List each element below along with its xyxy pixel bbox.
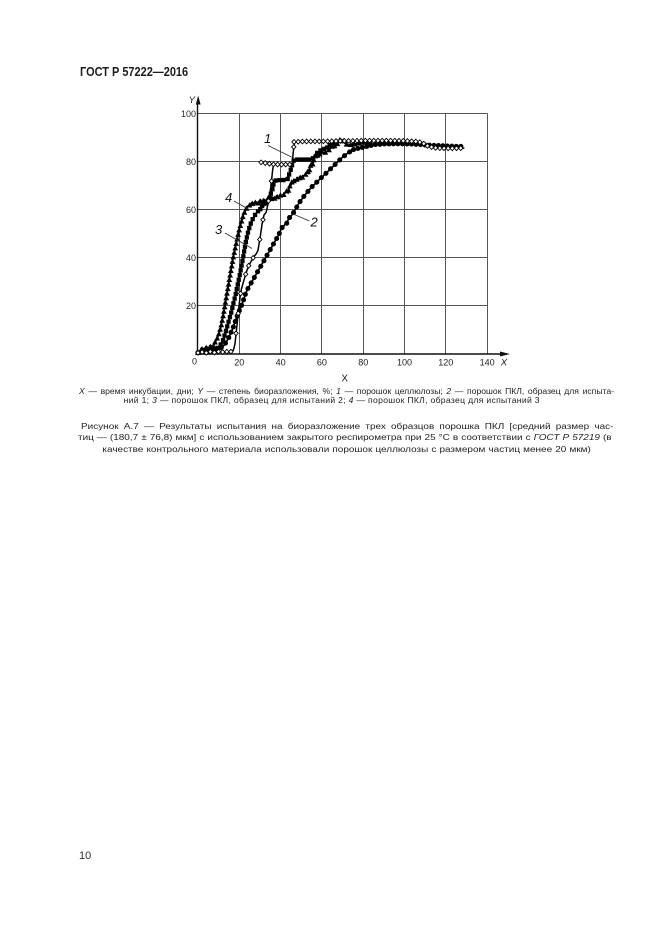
svg-text:20: 20 xyxy=(186,301,196,311)
svg-text:80: 80 xyxy=(186,157,196,167)
svg-text:4: 4 xyxy=(225,190,232,205)
svg-text:X: X xyxy=(500,357,508,368)
svg-text:120: 120 xyxy=(438,358,453,368)
svg-text:0: 0 xyxy=(192,356,197,366)
svg-text:Y: Y xyxy=(189,95,196,106)
svg-text:3: 3 xyxy=(215,222,223,237)
svg-text:2: 2 xyxy=(310,215,319,230)
svg-text:100: 100 xyxy=(181,109,196,119)
svg-text:40: 40 xyxy=(276,358,286,368)
svg-text:40: 40 xyxy=(186,253,196,263)
svg-text:100: 100 xyxy=(397,358,412,368)
svg-text:80: 80 xyxy=(358,358,368,368)
svg-text:60: 60 xyxy=(186,205,196,215)
svg-text:1: 1 xyxy=(264,131,271,146)
svg-text:X: X xyxy=(342,374,349,385)
svg-text:60: 60 xyxy=(317,358,327,368)
svg-text:20: 20 xyxy=(234,358,244,368)
svg-text:140: 140 xyxy=(480,358,495,368)
